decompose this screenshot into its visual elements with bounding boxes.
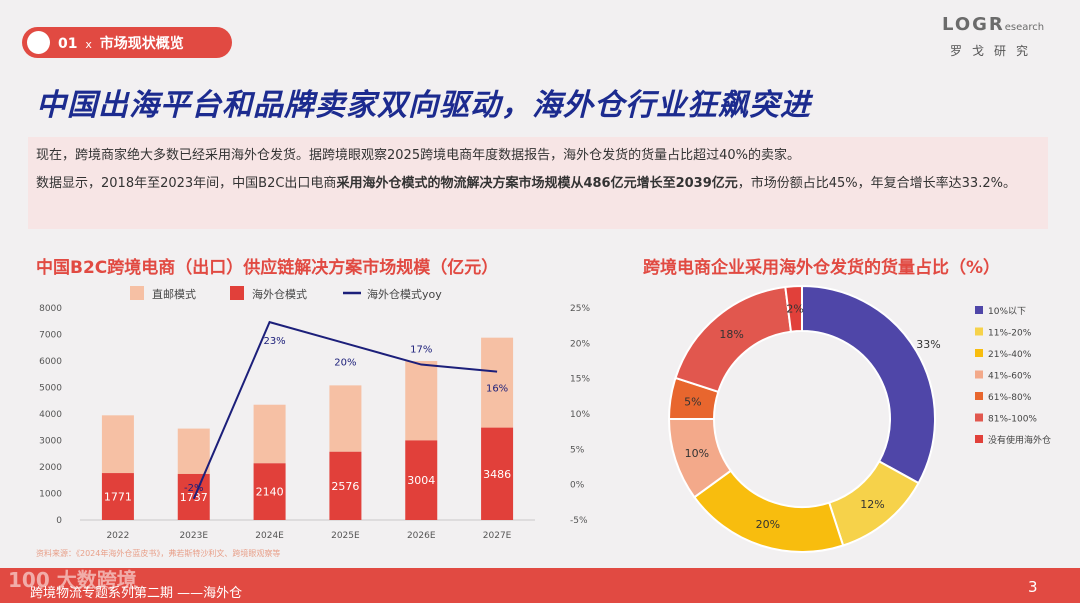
bar-data-label: 2140 (256, 486, 284, 499)
section-label: 01 x 市场现状概览 (58, 33, 184, 53)
y2-tick-label: 5% (570, 445, 585, 455)
bar-overseas (405, 440, 438, 520)
bar-direct (177, 428, 210, 474)
section-number: 01 (58, 36, 78, 52)
donut-chart-title: 跨境电商企业采用海外仓发货的货量占比（%） (643, 258, 1001, 278)
legend-label: 11%-20% (988, 329, 1032, 339)
legend-label: 81%-100% (988, 415, 1037, 425)
y2-tick-label: -5% (570, 516, 588, 526)
y2-tick-label: 10% (570, 410, 590, 420)
x-tick-label: 2022 (106, 531, 129, 541)
bar-data-label: 1771 (104, 491, 132, 504)
section-title: 市场现状概览 (99, 36, 184, 52)
yoy-data-label: 23% (263, 336, 285, 347)
legend-swatch (975, 435, 983, 443)
bar-overseas (101, 473, 134, 520)
legend-swatch (975, 392, 983, 400)
x-tick-label: 2026E (407, 531, 436, 541)
donut-data-label: 5% (684, 396, 701, 409)
section-dot-icon (27, 31, 50, 54)
y2-tick-label: 25% (570, 304, 590, 314)
summary-paragraph-1: 现在，跨境商家绝大多数已经采用海外仓发货。据跨境眼观察2025跨境电商年度数据报… (36, 148, 800, 163)
bar-overseas (329, 451, 362, 520)
y-tick-label: 7000 (39, 331, 62, 341)
y2-tick-label: 0% (570, 481, 585, 491)
legend-label: 直邮模式 (152, 287, 196, 301)
source-note: 资料来源：《2024年海外仓蓝皮书》，弗若斯特沙利文、跨境眼观察等 (36, 549, 281, 558)
y2-tick-label: 20% (570, 339, 590, 349)
logo-main: LOGR (942, 14, 1005, 35)
bar-overseas (253, 463, 286, 520)
legend-swatch (230, 286, 244, 300)
summary-paragraph-2: 数据显示，2018年至2023年间，中国B2C出口电商采用海外仓模式的物流解决方… (36, 173, 1040, 195)
donut-slice (801, 284, 936, 485)
x-tick-label: 2023E (179, 531, 208, 541)
legend-swatch (975, 413, 983, 422)
y-tick-label: 5000 (39, 384, 62, 394)
legend-swatch (975, 306, 983, 314)
summary-p2-bold: 采用海外仓模式的物流解决方案市场规模从486亿元增长至2039亿元 (336, 176, 738, 191)
yoy-data-label: 16% (486, 384, 508, 395)
bar-direct (405, 361, 438, 441)
bar-chart-title: 中国B2C跨境电商（出口）供应链解决方案市场规模（亿元） (36, 258, 499, 278)
logo-sub: esearch (1004, 22, 1045, 33)
bar-data-label: 3004 (407, 474, 435, 487)
footer-bar: 100 大数跨境 跨境物流专题系列第二期 ——海外仓 3 (0, 568, 1080, 603)
y-tick-label: 2000 (39, 463, 62, 473)
y-tick-label: 6000 (39, 357, 62, 367)
y-tick-label: 1000 (39, 490, 62, 500)
legend-label: 10%以下 (988, 307, 1026, 317)
y-tick-label: 0 (56, 516, 62, 526)
bar-direct (481, 337, 514, 428)
summary-p2-b: ，市场份额占比45%，年复合增长率达33.2%。 (737, 176, 1016, 191)
summary-box: 现在，跨境商家绝大多数已经采用海外仓发货。据跨境眼观察2025跨境电商年度数据报… (28, 137, 1048, 229)
donut-slice (693, 469, 845, 553)
x-tick-label: 2027E (483, 531, 512, 541)
footer-watermark: 100 大数跨境 (8, 568, 137, 592)
donut-data-label: 18% (719, 328, 743, 341)
bar-data-label: 2576 (331, 480, 359, 493)
yoy-data-label: 20% (334, 357, 356, 368)
donut-data-label: 12% (860, 498, 884, 511)
page-title: 中国出海平台和品牌卖家双向驱动，海外仓行业狂飙突进 (36, 88, 811, 123)
logo-cn: 罗戈研究 (950, 44, 1039, 58)
donut-data-label: 2% (786, 303, 803, 316)
legend-label: 没有使用海外仓 (988, 434, 1051, 446)
bar-chart: 直邮模式 海外仓模式 海外仓模式yoy 0 1000 2000 3000 4000 5000 60… (39, 286, 590, 541)
legend-label: 海外仓模式 (252, 287, 307, 301)
x-tick-label: 2024E (255, 531, 284, 541)
donut-chart: 33% 12% 20% 10% 5% 18% 2% 10%以下 11%-20% 21%-40% 41… (667, 284, 1051, 553)
legend-label: 海外仓模式yoy (367, 287, 442, 301)
footer-text: 跨境物流专题系列第二期 ——海外仓 (30, 586, 243, 601)
yoy-data-label: -2% (184, 483, 203, 494)
legend-swatch (975, 327, 983, 336)
page-number: 3 (1028, 578, 1038, 596)
yoy-data-label: 17% (410, 345, 432, 356)
donut-data-label: 10% (685, 447, 709, 460)
bar-data-label: 3486 (483, 468, 511, 481)
logr-logo: LOGResearch 罗戈研究 (942, 14, 1062, 62)
yoy-line (192, 320, 498, 500)
bar-direct (101, 415, 134, 474)
y-tick-label: 3000 (39, 437, 62, 447)
legend-label: 61%-80% (988, 393, 1032, 403)
donut-data-label: 20% (756, 518, 780, 531)
y2-tick-label: 15% (570, 375, 590, 385)
x-tick-label: 2025E (331, 531, 360, 541)
donut-slice (784, 284, 803, 333)
legend-swatch (975, 370, 983, 379)
bar-direct (329, 385, 362, 452)
legend-swatch (130, 286, 144, 300)
y-tick-label: 8000 (39, 304, 62, 314)
bar-overseas (481, 427, 514, 520)
bar-direct (253, 404, 286, 464)
legend-label: 21%-40% (988, 350, 1032, 360)
y-tick-label: 4000 (39, 410, 62, 420)
section-pill: 01 x 市场现状概览 (22, 27, 232, 58)
legend-label: 41%-60% (988, 372, 1032, 382)
section-separator: x (85, 38, 92, 51)
legend-swatch (975, 349, 983, 357)
donut-data-label: 33% (916, 338, 940, 351)
summary-p2-a: 数据显示，2018年至2023年间，中国B2C出口电商 (36, 176, 337, 191)
